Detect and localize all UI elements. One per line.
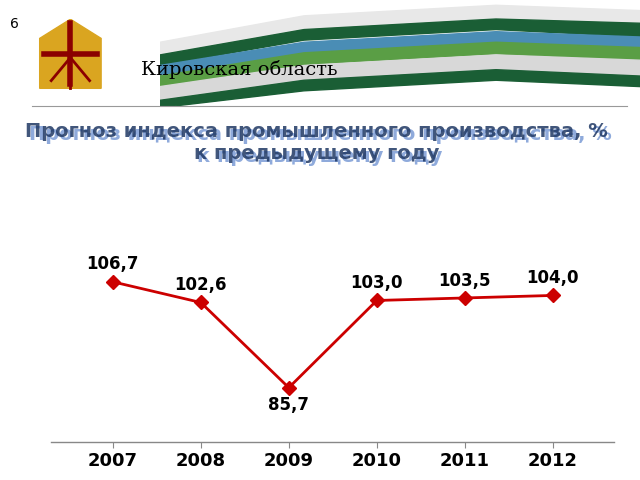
Text: Прогноз индекса промышленного производства, %
к предыдущему году: Прогноз индекса промышленного производст… — [29, 125, 611, 166]
Polygon shape — [160, 70, 640, 108]
Polygon shape — [160, 19, 640, 65]
Text: 104,0: 104,0 — [527, 269, 579, 287]
Polygon shape — [160, 42, 640, 86]
Text: 6: 6 — [10, 17, 19, 31]
Polygon shape — [160, 32, 640, 76]
Text: 106,7: 106,7 — [86, 255, 139, 274]
Text: 85,7: 85,7 — [268, 396, 309, 414]
Text: 103,5: 103,5 — [438, 272, 491, 289]
Text: Прогноз индекса промышленного производства, %
к предыдущему году: Прогноз индекса промышленного производст… — [26, 122, 608, 163]
Polygon shape — [160, 55, 640, 100]
Polygon shape — [40, 19, 101, 88]
Polygon shape — [160, 5, 640, 65]
Text: Кировская область: Кировская область — [141, 60, 337, 79]
Text: 103,0: 103,0 — [351, 274, 403, 292]
Text: 102,6: 102,6 — [175, 276, 227, 294]
